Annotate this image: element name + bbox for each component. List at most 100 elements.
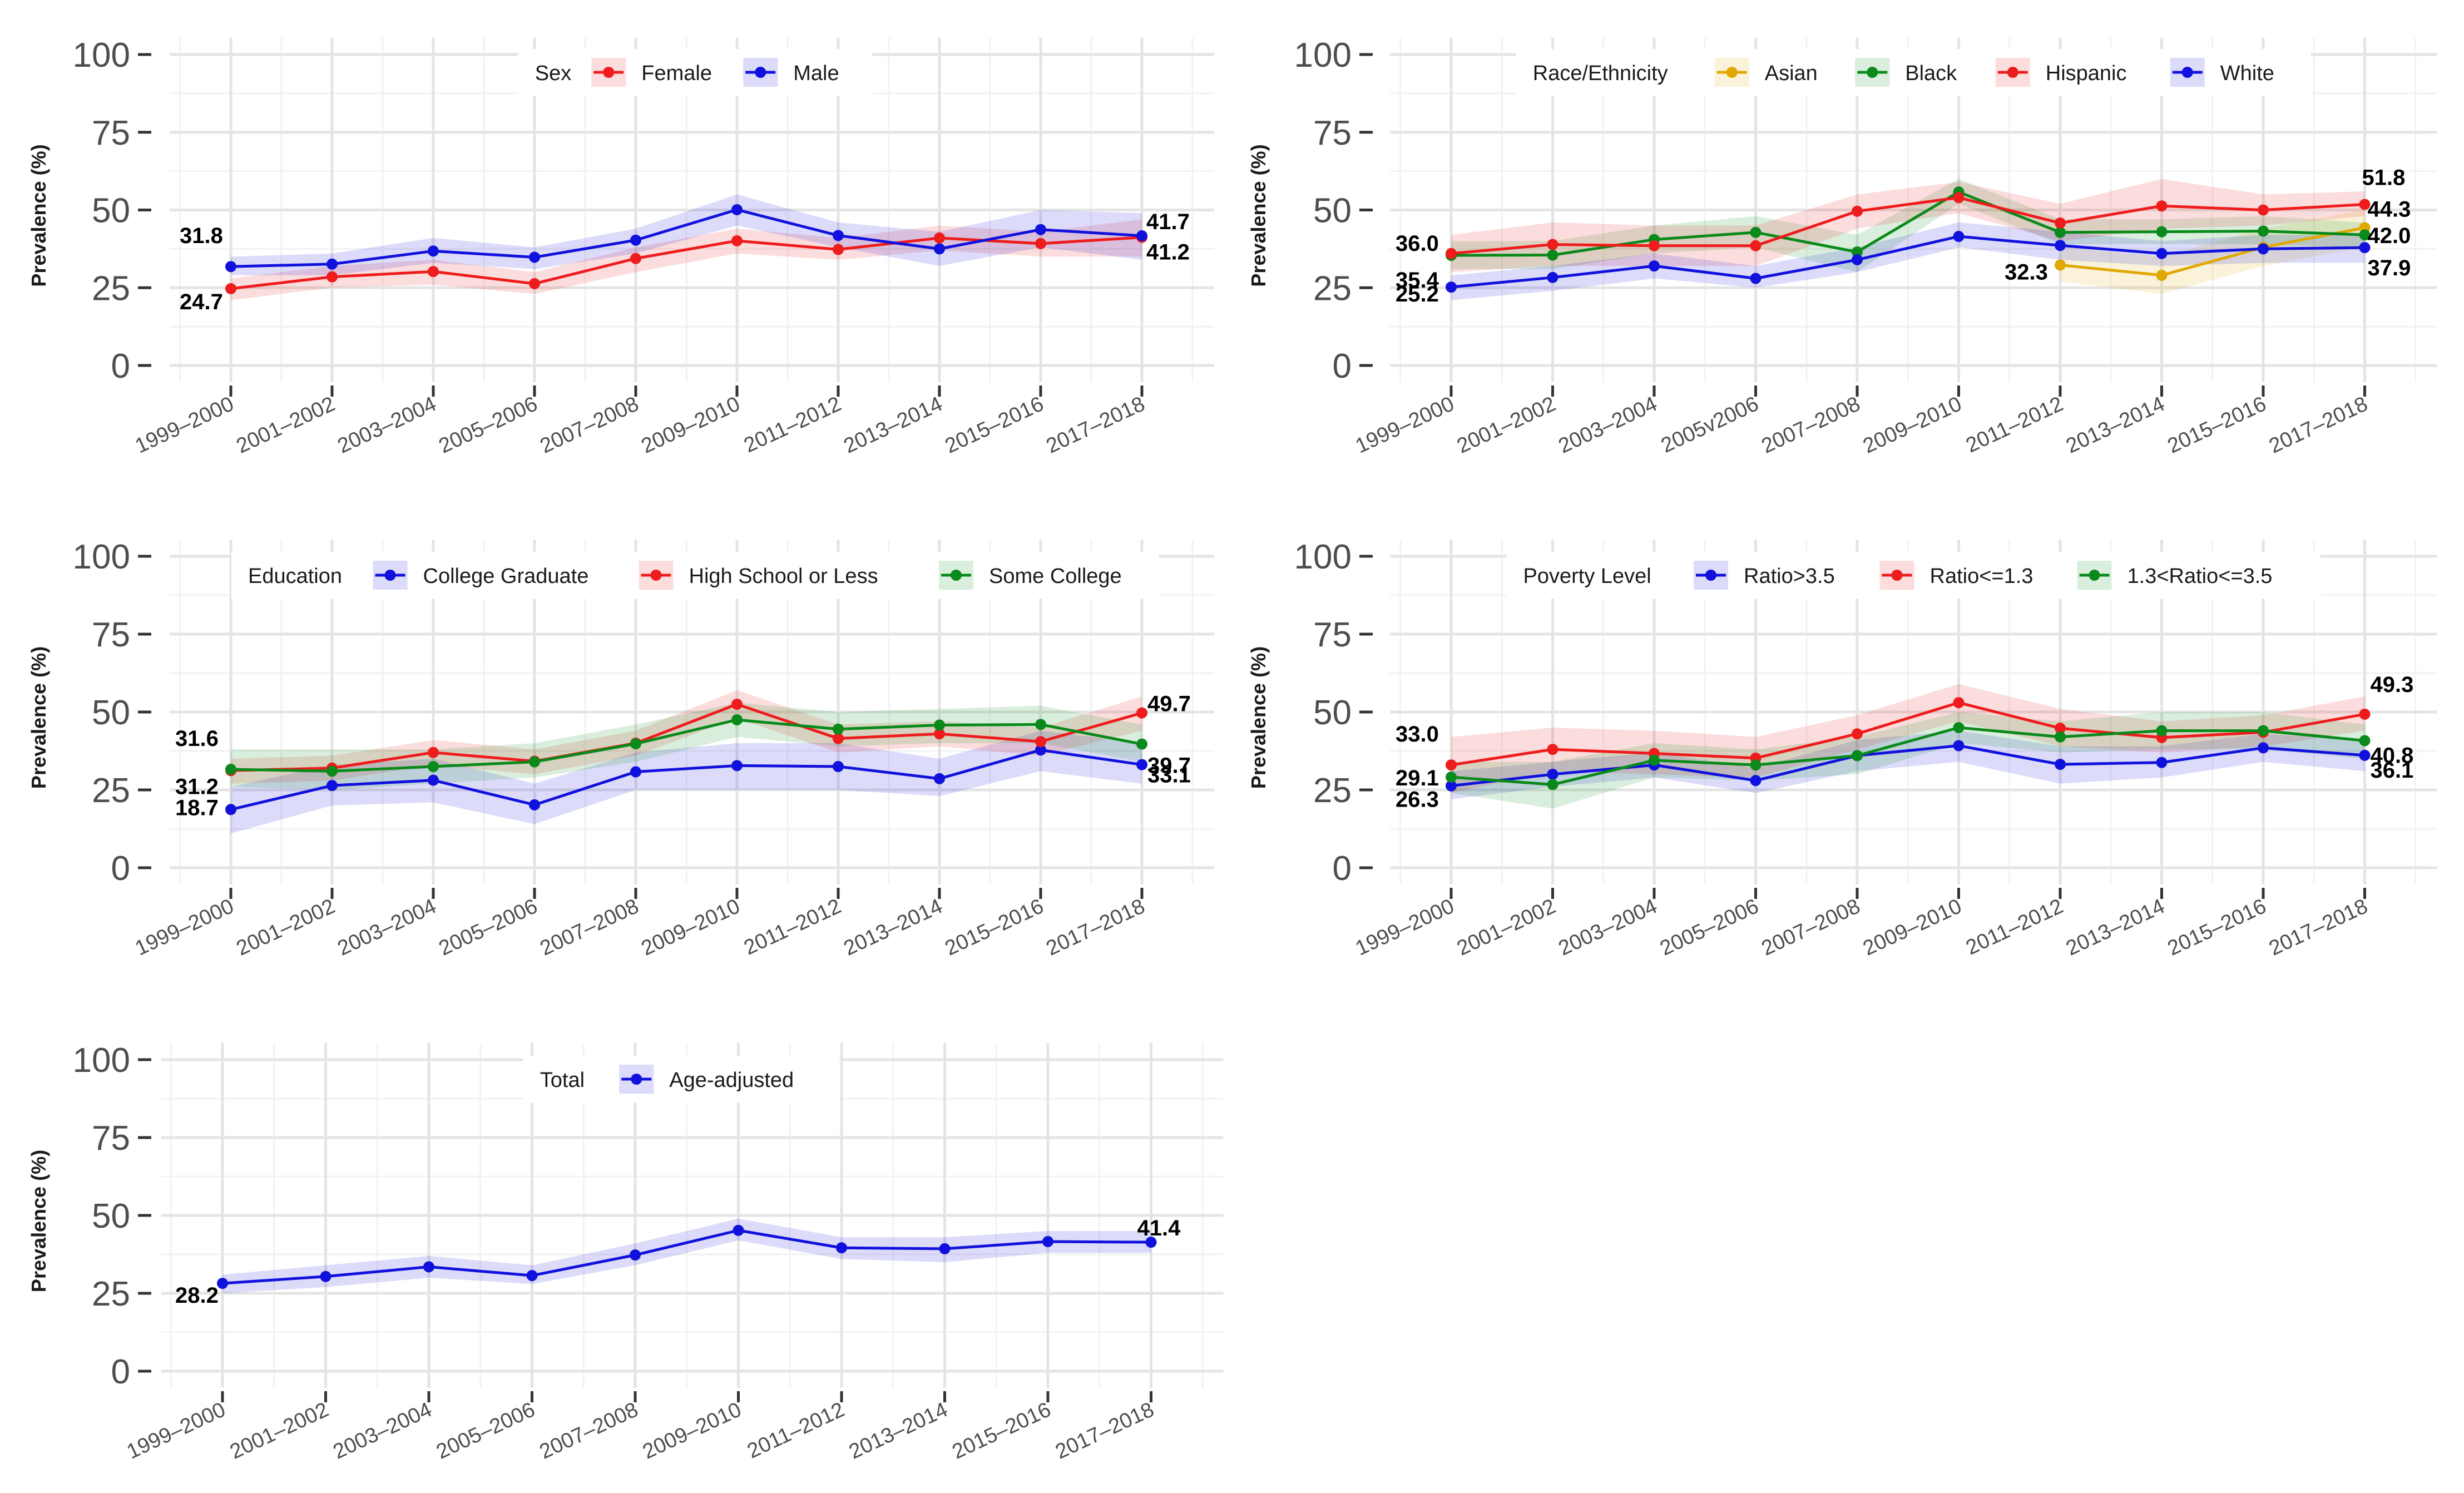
data-point-male: [934, 243, 945, 255]
x-tick-label: 2001–2002: [233, 894, 339, 960]
data-point-male: [1035, 224, 1046, 235]
series-line-high-school-or-less: [230, 703, 1142, 772]
legend-label: Male: [793, 62, 839, 85]
y-tick-label: 100: [73, 36, 130, 75]
legend-label: 1.3<Ratio<=3.5: [2127, 565, 2273, 588]
x-tick-label: 2007–2008: [1758, 392, 1864, 458]
data-point-college-graduate: [1136, 759, 1147, 770]
legend-item-ratio-1-3: Ratio<=1.3: [1879, 561, 2033, 590]
x-tick-label: 2007–2008: [537, 894, 642, 960]
data-labels: 28.2 41.4: [175, 1216, 1181, 1308]
legend-title: Sex: [535, 62, 571, 85]
legend: Sex Female Male: [518, 49, 873, 96]
band-college-graduate: [231, 730, 1142, 834]
legend: Poverty Level Ratio>3.5 Ratio<=1.3 1.3<Rati…: [1506, 552, 2320, 599]
data-point-ratio-3-5: [1953, 740, 1965, 752]
legend-label: Female: [641, 62, 712, 85]
data-point-white: [1750, 273, 1762, 284]
data-point-college-graduate: [326, 780, 338, 792]
chart-panel-5: 0 25 50 75 100 Prevalence (%) 1999–20002001–20…: [27, 1041, 1224, 1464]
x-tick-label: 2013–2014: [840, 392, 946, 458]
confidence-bands: [231, 690, 1142, 834]
x-tick-label: 2015–2016: [949, 1398, 1055, 1464]
legend-key-point: [2181, 67, 2193, 78]
data-point-ratio-1-3: [1446, 759, 1457, 771]
data-point-asian: [2055, 259, 2066, 271]
x-tick-label: 2003–2004: [334, 894, 440, 960]
legend-item-some-college: Some College: [939, 561, 1122, 590]
legend-title: Total: [540, 1069, 585, 1092]
data-point-ratio-3-5: [1547, 769, 1558, 780]
data-point-black: [2258, 225, 2269, 237]
data-labels: 31.6 31.218.7 49.7 39.733.1: [175, 692, 1191, 820]
y-tick-label: 75: [1313, 114, 1352, 152]
x-tick-label: 2009–2010: [639, 1398, 745, 1464]
series-line-ratio-1-3: [1451, 701, 2365, 767]
series-black: [1446, 186, 2371, 261]
series-hispanic: [1446, 192, 2371, 259]
data-point-female: [934, 232, 945, 244]
legend-item-asian: Asian: [1714, 58, 1818, 87]
legend-key-point: [384, 570, 396, 581]
data-label: 26.3: [1396, 788, 1439, 812]
data-label: 36.0: [1396, 231, 1439, 256]
data-point-college-graduate: [529, 799, 540, 810]
data-point-1-3-ratio-3-5: [1852, 750, 1863, 762]
series-1-3-ratio-3-5: [1446, 722, 2371, 790]
data-point-high-school-or-less: [1035, 736, 1046, 748]
data-point-hispanic: [2359, 199, 2371, 210]
x-tick-label: 1999–2000: [132, 894, 238, 960]
data-point-high-school-or-less: [934, 728, 945, 740]
legend-label: Asian: [1765, 62, 1818, 85]
x-tick-label: 2009–2010: [638, 894, 744, 960]
legend-title: Poverty Level: [1523, 565, 1651, 588]
data-point-male: [326, 258, 338, 270]
legend-key-point: [2089, 570, 2100, 581]
data-label: 33.0: [1396, 722, 1439, 746]
legend-title: Education: [248, 565, 342, 588]
y-tick-label: 75: [92, 616, 130, 654]
y-tick-label: 0: [1333, 849, 1352, 888]
x-tick-label: 2001–2002: [1453, 392, 1559, 458]
data-point-ratio-1-3: [1547, 744, 1558, 755]
x-tick-label: 2001–2002: [226, 1398, 332, 1464]
y-tick-label: 0: [111, 347, 130, 385]
data-point-white: [2156, 248, 2168, 259]
x-axis: 1999–20002001–20022003–20042005v20062007…: [1352, 385, 2371, 458]
series-white: [1446, 231, 2371, 293]
data-point-college-graduate: [1035, 744, 1046, 756]
data-label: 41.7: [1146, 210, 1190, 234]
legend-item-black: Black: [1855, 58, 1957, 87]
x-tick-label: 1999–2000: [123, 1398, 229, 1464]
data-point-white: [2055, 240, 2066, 251]
data-labels: 36.0 35.425.2 32.3 51.8 44.3 42.0 37.9: [1396, 165, 2411, 306]
data-point-age-adjusted: [320, 1270, 331, 1282]
data-labels: 33.0 29.126.3 49.3 40.836.1: [1396, 673, 2413, 812]
y-tick-label: 75: [1313, 616, 1352, 654]
series-age-adjusted: [217, 1224, 1157, 1289]
data-point-age-adjusted: [836, 1242, 847, 1254]
data-labels: 31.8 24.7 41.7 41.2: [180, 210, 1190, 314]
series-line-asian: [2060, 226, 2365, 277]
data-point-white: [1446, 281, 1457, 293]
data-point-1-3-ratio-3-5: [1446, 772, 1457, 783]
legend-item-male: Male: [743, 58, 839, 87]
legend-key-point: [1891, 570, 1903, 581]
x-tick-label: 2015–2016: [942, 392, 1047, 458]
legend-key-point: [603, 67, 615, 78]
data-label: 41.2: [1146, 240, 1190, 265]
data-point-age-adjusted: [1042, 1236, 1053, 1248]
legend: Total Age-adjusted: [523, 1056, 840, 1103]
x-tick-label: 2003–2004: [1555, 894, 1661, 960]
legend-background: [518, 49, 873, 96]
y-axis: 0 25 50 75 100 Prevalence (%): [27, 36, 151, 385]
data-point-some-college: [731, 714, 743, 725]
x-tick-label: 2007–2008: [537, 392, 642, 458]
data-label: 25.2: [1396, 282, 1439, 306]
data-point-age-adjusted: [630, 1249, 641, 1261]
legend: Race/Ethnicity Asian Black Hispanic White: [1516, 49, 2311, 96]
data-label: 37.9: [2368, 256, 2411, 280]
data-point-1-3-ratio-3-5: [1953, 722, 1965, 733]
data-point-male: [428, 245, 439, 257]
data-point-ratio-3-5: [2359, 749, 2371, 761]
